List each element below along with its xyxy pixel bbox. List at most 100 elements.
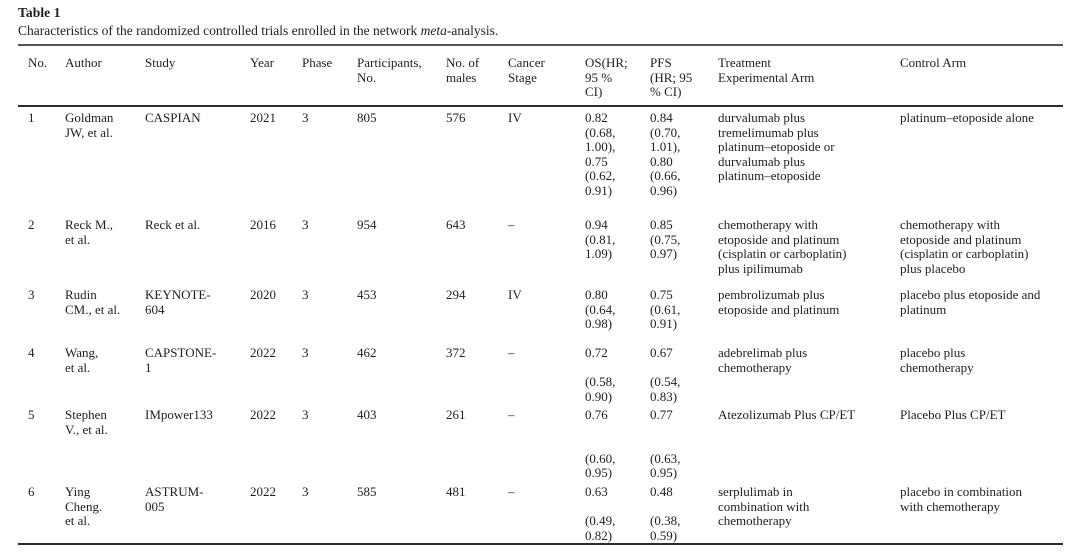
table-row: 2 Reck M., et al. Reck et al. 2016 3 954… bbox=[18, 214, 1063, 284]
cell-phase: 3 bbox=[302, 217, 309, 232]
cell-phase: 3 bbox=[302, 287, 309, 302]
cell-no: 2 bbox=[28, 217, 35, 232]
cell-control: chemotherapy with etoposide and platinum… bbox=[900, 217, 1029, 276]
cell-experimental: chemotherapy with etoposide and platinum… bbox=[718, 217, 847, 276]
column-header-os: OS(HR; 95 % CI) bbox=[585, 45, 650, 107]
cell-pfs: 0.75 (0.61, 0.91) bbox=[650, 287, 681, 331]
cell-no: 5 bbox=[28, 407, 35, 422]
cell-control: placebo plus etoposide and platinum bbox=[900, 287, 1041, 317]
cell-os: 0.94 (0.81, 1.09) bbox=[585, 217, 616, 261]
cell-pfs: 0.67 (0.54, 0.83) bbox=[650, 345, 681, 404]
cell-phase: 3 bbox=[302, 345, 309, 360]
cell-participants: 805 bbox=[357, 110, 377, 125]
cell-participants: 585 bbox=[357, 484, 377, 499]
table-body: 1 Goldman JW, et al. CASPIAN 2021 3 805 … bbox=[18, 106, 1063, 544]
cell-year: 2021 bbox=[250, 110, 276, 125]
cell-phase: 3 bbox=[302, 407, 309, 422]
cell-year: 2022 bbox=[250, 407, 276, 422]
cell-phase: 3 bbox=[302, 110, 309, 125]
cell-year: 2020 bbox=[250, 287, 276, 302]
column-header-control-arm: Control Arm bbox=[900, 45, 1063, 107]
cell-control: placebo plus chemotherapy bbox=[900, 345, 974, 375]
cell-experimental: adebrelimab plus chemotherapy bbox=[718, 345, 808, 375]
column-header-author: Author bbox=[65, 45, 145, 107]
cell-no: 1 bbox=[28, 110, 35, 125]
column-header-study: Study bbox=[145, 45, 250, 107]
table-row: 3 Rudin CM., et al. KEYNOTE- 604 2020 3 … bbox=[18, 284, 1063, 342]
cell-author: Stephen V., et al. bbox=[65, 407, 108, 437]
cell-males: 643 bbox=[446, 217, 466, 232]
cell-pfs: 0.48 (0.38, 0.59) bbox=[650, 484, 681, 543]
cell-author: Rudin CM., et al. bbox=[65, 287, 121, 317]
cell-pfs: 0.84 (0.70, 1.01), 0.80 (0.66, 0.96) bbox=[650, 110, 681, 198]
cell-males: 481 bbox=[446, 484, 466, 499]
cell-pfs: 0.77 (0.63, 0.95) bbox=[650, 407, 681, 480]
table-row: 1 Goldman JW, et al. CASPIAN 2021 3 805 … bbox=[18, 106, 1063, 214]
cell-no: 6 bbox=[28, 484, 35, 499]
cell-study: CAPSTONE- 1 bbox=[145, 345, 217, 375]
cell-study: KEYNOTE- 604 bbox=[145, 287, 211, 317]
column-header-pfs: PFS (HR; 95 % CI) bbox=[650, 45, 718, 107]
table-label: Table 1 bbox=[18, 5, 61, 20]
cell-study: CASPIAN bbox=[145, 110, 201, 125]
cell-stage: – bbox=[508, 217, 515, 232]
table-row: 4 Wang, et al. CAPSTONE- 1 2022 3 462 37… bbox=[18, 342, 1063, 404]
caption-text-suffix: -analysis. bbox=[446, 23, 499, 38]
caption-text: Characteristics of the randomized contro… bbox=[18, 23, 421, 38]
cell-no: 4 bbox=[28, 345, 35, 360]
cell-stage: – bbox=[508, 345, 515, 360]
cell-males: 294 bbox=[446, 287, 466, 302]
cell-study: ASTRUM- 005 bbox=[145, 484, 204, 514]
cell-stage: – bbox=[508, 484, 515, 499]
column-header-phase: Phase bbox=[302, 45, 357, 107]
column-header-experimental-arm: Treatment Experimental Arm bbox=[718, 45, 900, 107]
table-row: 5 Stephen V., et al. IMpower133 2022 3 4… bbox=[18, 404, 1063, 481]
table-row: 6 Ying Cheng. et al. ASTRUM- 005 2022 3 … bbox=[18, 481, 1063, 544]
cell-os: 0.80 (0.64, 0.98) bbox=[585, 287, 616, 331]
cell-males: 261 bbox=[446, 407, 466, 422]
cell-control: placebo in combination with chemotherapy bbox=[900, 484, 1023, 514]
cell-participants: 453 bbox=[357, 287, 377, 302]
column-header-no: No. bbox=[18, 45, 65, 107]
cell-author: Wang, et al. bbox=[65, 345, 99, 375]
cell-participants: 954 bbox=[357, 217, 377, 232]
cell-phase: 3 bbox=[302, 484, 309, 499]
table-caption: Characteristics of the randomized contro… bbox=[18, 23, 498, 39]
cell-experimental: serplulimab in combination with chemothe… bbox=[718, 484, 810, 528]
cell-year: 2016 bbox=[250, 217, 276, 232]
trials-table: No. Author Study Year Phase Participants… bbox=[18, 44, 1063, 545]
cell-stage: IV bbox=[508, 287, 522, 302]
column-header-participants: Participants, No. bbox=[357, 45, 446, 107]
cell-author: Goldman JW, et al. bbox=[65, 110, 114, 140]
column-header-cancer-stage: Cancer Stage bbox=[508, 45, 585, 107]
cell-pfs: 0.85 (0.75, 0.97) bbox=[650, 217, 681, 261]
header-row: No. Author Study Year Phase Participants… bbox=[18, 45, 1063, 107]
cell-os: 0.63 (0.49, 0.82) bbox=[585, 484, 616, 543]
cell-year: 2022 bbox=[250, 345, 276, 360]
cell-experimental: durvalumab plus tremelimumab plus platin… bbox=[718, 110, 835, 183]
cell-males: 576 bbox=[446, 110, 466, 125]
cell-os: 0.76 (0.60, 0.95) bbox=[585, 407, 616, 480]
column-header-year: Year bbox=[250, 45, 302, 107]
cell-control: Placebo Plus CP/ET bbox=[900, 407, 1006, 422]
caption-italic-word: meta bbox=[420, 23, 447, 38]
cell-males: 372 bbox=[446, 345, 466, 360]
column-header-males: No. of males bbox=[446, 45, 508, 107]
cell-stage: IV bbox=[508, 110, 522, 125]
cell-study: IMpower133 bbox=[145, 407, 213, 422]
cell-experimental: pembrolizumab plus etoposide and platinu… bbox=[718, 287, 840, 317]
cell-participants: 462 bbox=[357, 345, 377, 360]
cell-year: 2022 bbox=[250, 484, 276, 499]
cell-participants: 403 bbox=[357, 407, 377, 422]
cell-author: Ying Cheng. et al. bbox=[65, 484, 103, 528]
cell-study: Reck et al. bbox=[145, 217, 201, 232]
cell-control: platinum–etoposide alone bbox=[900, 110, 1034, 125]
cell-os: 0.72 (0.58, 0.90) bbox=[585, 345, 616, 404]
cell-os: 0.82 (0.68, 1.00), 0.75 (0.62, 0.91) bbox=[585, 110, 616, 198]
table-header: No. Author Study Year Phase Participants… bbox=[18, 45, 1063, 107]
cell-author: Reck M., et al. bbox=[65, 217, 114, 247]
cell-stage: – bbox=[508, 407, 515, 422]
cell-experimental: Atezolizumab Plus CP/ET bbox=[718, 407, 856, 422]
cell-no: 3 bbox=[28, 287, 35, 302]
